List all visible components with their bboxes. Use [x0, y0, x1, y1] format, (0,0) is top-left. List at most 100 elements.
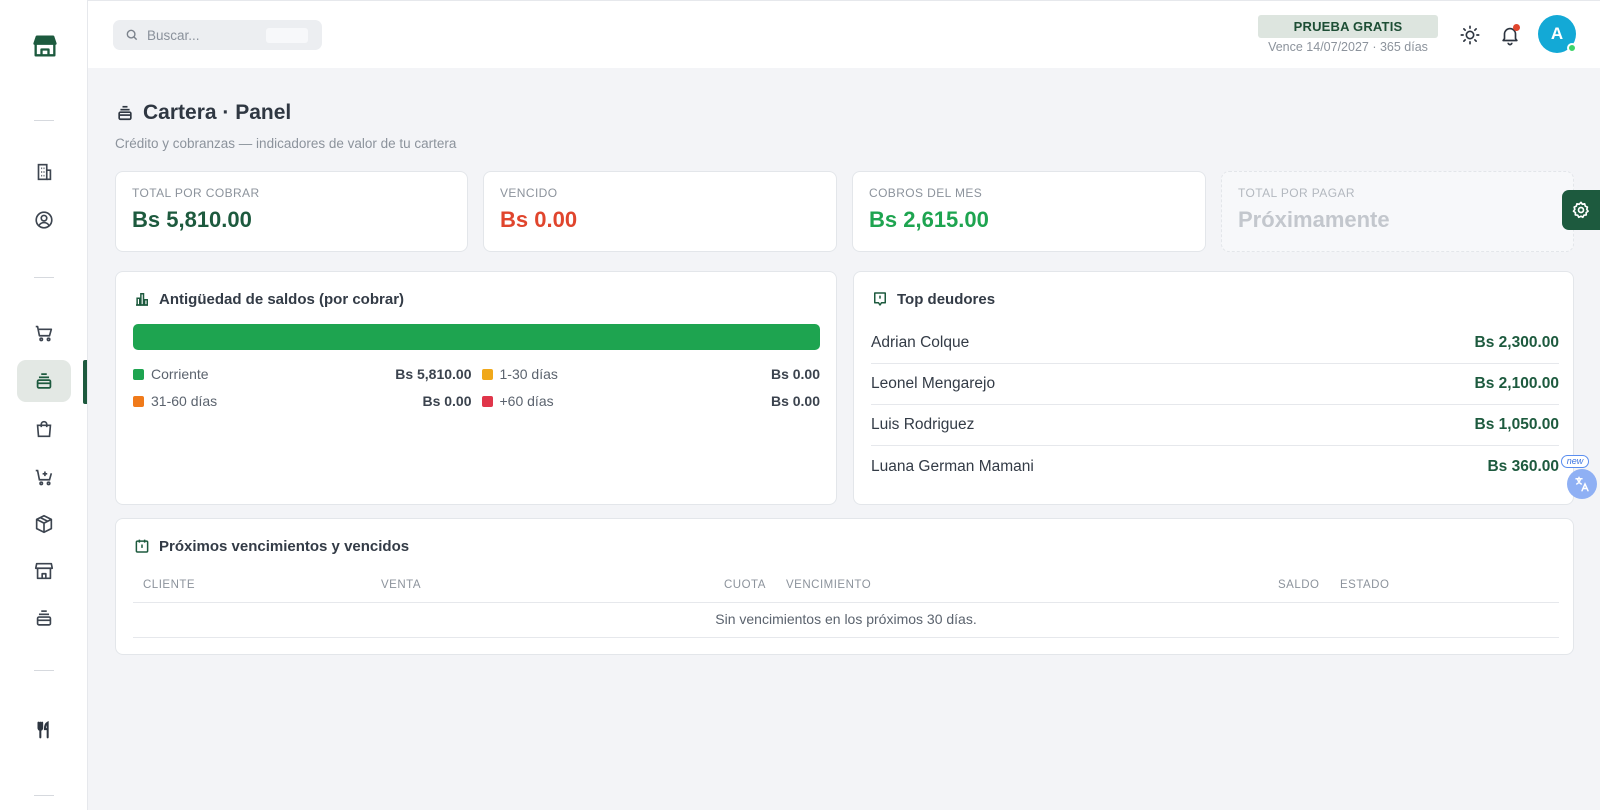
- kpi-card-month-collections: COBROS DEL MES Bs 2,615.00: [852, 171, 1206, 252]
- search-shortcut-hint: [266, 28, 308, 43]
- debtor-row[interactable]: Adrian Colque Bs 2,300.00: [871, 323, 1559, 364]
- swatch-red: [481, 395, 493, 407]
- bar-chart-icon: [136, 293, 148, 306]
- bucket-label: +60 días: [499, 393, 554, 409]
- column-header-status[interactable]: ESTADO: [1340, 579, 1390, 591]
- kpi-card-overdue: VENCIDO Bs 0.00: [483, 171, 837, 252]
- swatch-yellow: [481, 368, 493, 380]
- kpi-value: Próximamente: [1238, 207, 1390, 232]
- aging-bucket-31-60: 31-60 días Bs 0.00: [133, 393, 472, 409]
- avatar[interactable]: A: [1538, 15, 1577, 53]
- bucket-value: Bs 5,810.00: [395, 366, 472, 382]
- sidebar-divider: [34, 795, 54, 796]
- settings-floating-button[interactable]: [1562, 190, 1600, 230]
- trial-status[interactable]: PRUEBA GRATIS Vence 14/07/2027 · 365 día…: [1258, 15, 1438, 54]
- swatch-green: [133, 368, 144, 380]
- swatch-orange: [133, 395, 144, 407]
- badge-alert-icon: [874, 292, 886, 306]
- sidebar-item-profile[interactable]: [17, 199, 71, 241]
- page-title: Cartera · Panel: [115, 101, 291, 125]
- due-table-card: Próximos vencimientos y vencidos CLIENTE…: [115, 518, 1574, 655]
- bucket-label: Corriente: [151, 366, 209, 382]
- aging-legend: Corriente Bs 5,810.00 1-30 días Bs 0.00 …: [133, 366, 820, 409]
- stack-icon: [36, 610, 52, 626]
- sidebar-item-restaurant[interactable]: [17, 709, 71, 751]
- sidebar-item-add-cart[interactable]: [17, 456, 71, 498]
- gear-icon: [1572, 201, 1589, 219]
- kpi-value: Bs 5,810.00: [132, 207, 252, 232]
- debtor-row[interactable]: Luis Rodriguez Bs 1,050.00: [871, 405, 1559, 446]
- kpi-value: Bs 0.00: [500, 207, 578, 232]
- top-debtors-title-text: Top deudores: [897, 290, 996, 308]
- kpi-label: TOTAL POR PAGAR: [1238, 186, 1355, 200]
- debtor-row[interactable]: Luana German Mamani Bs 360.00: [871, 446, 1559, 487]
- trial-badge[interactable]: PRUEBA GRATIS: [1258, 15, 1438, 38]
- bucket-value: Bs 0.00: [770, 393, 820, 409]
- sidebar-divider: [34, 670, 54, 671]
- table-header-divider: [133, 602, 1559, 603]
- sidebar: [0, 0, 88, 810]
- search-input[interactable]: [147, 27, 257, 43]
- store-icon: [34, 562, 54, 580]
- debtor-amount: Bs 360.00: [1487, 457, 1559, 475]
- debtor-name: Luis Rodriguez: [871, 416, 975, 433]
- debtor-name: Adrian Colque: [871, 334, 970, 351]
- sidebar-item-cartera[interactable]: [17, 360, 71, 402]
- translate-floating-button[interactable]: [1567, 469, 1597, 499]
- sidebar-active-indicator: [83, 360, 87, 404]
- sidebar-item-inventory[interactable]: [17, 503, 71, 545]
- translate-icon: [1575, 476, 1589, 492]
- aging-card-title: Antigüedad de saldos (por cobrar): [133, 290, 404, 308]
- debtor-amount: Bs 1,050.00: [1474, 416, 1559, 433]
- column-header-due-date[interactable]: VENCIMIENTO: [786, 579, 872, 591]
- bucket-value: Bs 0.00: [770, 366, 820, 382]
- table-empty-message: Sin vencimientos en los próximos 30 días…: [715, 611, 977, 627]
- aging-progress-bar: [133, 324, 820, 350]
- stack-icon: [36, 373, 52, 389]
- box-icon: [35, 514, 53, 534]
- topbar: PRUEBA GRATIS Vence 14/07/2027 · 365 día…: [88, 0, 1600, 68]
- sun-icon: [1460, 25, 1480, 45]
- search-box[interactable]: [113, 20, 322, 50]
- column-header-installment[interactable]: CUOTA: [724, 579, 766, 591]
- user-circle-icon: [35, 211, 53, 229]
- sidebar-divider: [34, 120, 54, 121]
- building-icon: [37, 163, 52, 181]
- column-header-balance[interactable]: SALDO: [1278, 579, 1320, 591]
- column-header-client[interactable]: CLIENTE: [143, 579, 196, 591]
- due-table-title: Próximos vencimientos y vencidos: [133, 537, 409, 555]
- bucket-value: Bs 0.00: [422, 393, 472, 409]
- kpi-card-total-receivable: TOTAL POR COBRAR Bs 5,810.00: [115, 171, 468, 252]
- kpi-label: VENCIDO: [500, 186, 558, 200]
- avatar-initial: A: [1550, 24, 1564, 43]
- debtor-amount: Bs 2,100.00: [1474, 375, 1559, 392]
- notification-dot: [1513, 24, 1520, 31]
- debtor-amount: Bs 2,300.00: [1474, 334, 1559, 351]
- sidebar-item-cartera-2[interactable]: [17, 597, 71, 639]
- page-title-text: Cartera · Panel: [143, 101, 292, 124]
- theme-toggle-button[interactable]: [1458, 23, 1482, 47]
- sidebar-item-sales-cart[interactable]: [17, 312, 71, 354]
- column-header-sale[interactable]: VENTA: [381, 579, 421, 591]
- aging-card: Antigüedad de saldos (por cobrar) Corrie…: [115, 271, 837, 505]
- kpi-card-total-payable: TOTAL POR PAGAR Próximamente: [1221, 171, 1574, 252]
- due-title-text: Próximos vencimientos y vencidos: [159, 537, 410, 555]
- sidebar-item-building[interactable]: [17, 151, 71, 193]
- utensils-icon: [37, 721, 49, 739]
- bell-icon: [1502, 27, 1518, 46]
- cart-plus-icon: [35, 469, 53, 486]
- aging-bucket-60-plus: +60 días Bs 0.00: [481, 393, 820, 409]
- sidebar-item-store[interactable]: [17, 550, 71, 592]
- debtor-name: Leonel Mengarejo: [871, 375, 996, 392]
- notifications-button[interactable]: [1498, 23, 1522, 47]
- sidebar-item-purchases[interactable]: [17, 408, 71, 450]
- sidebar-divider: [34, 277, 54, 278]
- debtor-row[interactable]: Leonel Mengarejo Bs 2,100.00: [871, 364, 1559, 405]
- top-debtors-card: Top deudores Adrian Colque Bs 2,300.00 L…: [853, 271, 1574, 505]
- stack-icon: [118, 105, 132, 121]
- top-debtors-title: Top deudores: [871, 290, 995, 308]
- storefront-icon[interactable]: [29, 30, 61, 62]
- aging-bucket-current: Corriente Bs 5,810.00: [133, 366, 472, 382]
- page-subtitle: Crédito y cobranzas — indicadores de val…: [115, 136, 457, 151]
- bucket-label: 1-30 días: [499, 366, 558, 382]
